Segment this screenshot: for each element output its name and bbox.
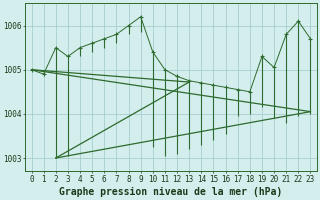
X-axis label: Graphe pression niveau de la mer (hPa): Graphe pression niveau de la mer (hPa) bbox=[60, 186, 283, 197]
